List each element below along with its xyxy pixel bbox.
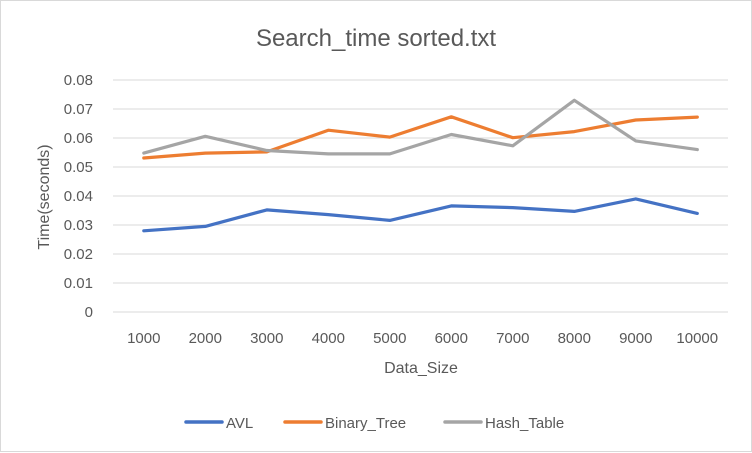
chart-title: Search_time sorted.txt [256, 25, 496, 52]
series-lines [142, 98, 699, 233]
legend-label: Binary_Tree [325, 415, 406, 432]
y-tick-label: 0.02 [64, 246, 93, 263]
legend-label: AVL [226, 415, 253, 432]
y-tick-label: 0.05 [64, 159, 93, 176]
legend-item-hash-table: Hash_Table [443, 415, 564, 432]
y-tick-label: 0.03 [64, 217, 93, 234]
legend-item-binary-tree: Binary_Tree [283, 415, 406, 432]
x-tick-label: 1000 [127, 330, 160, 347]
gridlines [113, 79, 728, 313]
y-tick-label: 0.04 [64, 188, 93, 205]
y-axis-label: Time(seconds) [36, 144, 53, 249]
y-tick-label: 0.06 [64, 130, 93, 147]
legend-item-avl: AVL [184, 415, 253, 432]
series-line-hash-table [142, 98, 699, 156]
x-tick-label: 8000 [558, 330, 591, 347]
x-tick-label: 2000 [189, 330, 222, 347]
x-tick-label: 9000 [619, 330, 652, 347]
y-tick-label: 0 [85, 304, 93, 321]
y-tick-label: 0.07 [64, 101, 93, 118]
legend: AVL Binary_Tree Hash_Table [184, 415, 564, 432]
x-tick-label: 10000 [676, 330, 718, 347]
x-tick-label: 6000 [435, 330, 468, 347]
x-tick-label: 3000 [250, 330, 283, 347]
x-tick-label: 7000 [496, 330, 529, 347]
x-axis-ticks: 1000 2000 3000 4000 5000 6000 7000 8000 9000 1000… [127, 330, 718, 347]
legend-label: Hash_Table [485, 415, 564, 432]
x-axis-label: Data_Size [384, 360, 458, 377]
y-tick-label: 0.01 [64, 275, 93, 292]
x-tick-label: 4000 [312, 330, 345, 347]
y-tick-label: 0.08 [64, 72, 93, 89]
y-axis-ticks: 0 0.01 0.02 0.03 0.04 0.05 0.06 0.07 0.08 [64, 72, 93, 321]
series-line-avl [142, 197, 699, 233]
series-line-binary-tree [142, 115, 699, 160]
x-tick-label: 5000 [373, 330, 406, 347]
